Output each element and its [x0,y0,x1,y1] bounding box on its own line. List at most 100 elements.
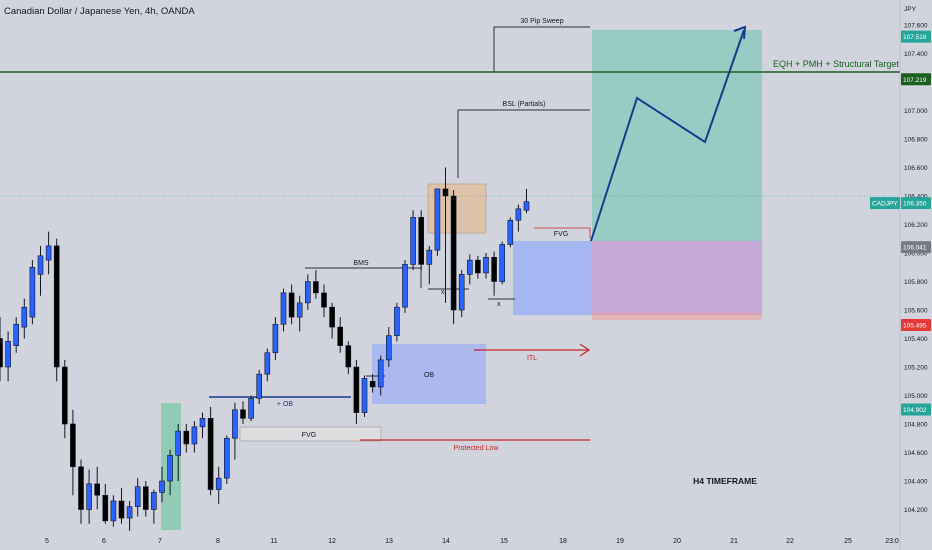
bull-candle [402,264,408,308]
time-tick-label: 14 [442,538,450,545]
bull-candle [361,378,368,413]
bull-candle [248,398,254,419]
bull-candle [86,483,92,510]
bull-candle [191,426,198,445]
bear-candle [94,483,100,496]
time-tick-label: 5 [45,538,49,545]
time-tick-label: 8 [216,538,220,545]
x1-label: x [441,289,445,296]
price-badge [870,197,900,210]
bear-candle [353,366,360,413]
bull-candle [134,486,141,507]
price-tick-label: 106.800 [904,137,928,144]
price-axis[interactable]: JPY 107.600107.400107.200107.000106.8001… [870,0,931,550]
price-tick-label: 105.000 [904,393,928,400]
bull-candle [483,256,489,274]
bull-candle [458,274,465,311]
ob-main-label: OB [424,372,434,379]
time-ticks: 5 6 7 8 11 12 13 14 15 18 19 20 21 22 25 23:0 [45,538,899,545]
bull-candle [499,244,506,282]
bear-candle [70,423,76,468]
time-tick-label: 15 [500,538,508,545]
bear-candle [475,259,481,274]
bear-candle [442,188,449,197]
bull-candle [434,188,441,251]
price-badge [901,197,931,210]
bull-candle [426,249,433,265]
currency-label: JPY [904,6,917,13]
time-tick-label: 19 [616,538,624,545]
bear-candle [329,306,335,328]
bull-candle [507,219,514,245]
bear-candle [118,500,125,519]
bull-candle [37,255,44,275]
time-tick-label: 20 [673,538,681,545]
price-tick-label: 105.400 [904,336,928,343]
projection-path [590,29,745,242]
bull-candle [377,359,384,388]
chart-title: Canadian Dollar / Japanese Yen, 4h, OAND… [4,6,195,17]
price-badge-label: 104.902 [903,407,927,414]
bull-candle [256,373,263,399]
price-badge-label: 106.350 [903,201,927,208]
bear-candle [491,256,497,282]
bear-candle [207,417,214,490]
bull-candle [110,500,117,522]
bull-candle [466,259,473,275]
price-tick-label: 106.000 [904,251,928,258]
bear-candle [337,326,344,346]
eqh-label: EQH + PMH + Structural Target [773,59,899,69]
price-tick-label: 106.200 [904,222,928,229]
time-tick-label: 11 [270,538,277,545]
bull-candle [126,506,133,519]
fvg-box-bottom [239,426,382,442]
price-badge [901,318,931,331]
bms-label: BMS [353,260,369,267]
ob-zone-upper [513,241,592,315]
itl-arrowhead [579,343,591,357]
bull-candle [523,201,530,211]
itl-label: ITL [527,355,537,362]
bull-candle [5,341,11,368]
bsl-label: BSL (Partials) [503,101,546,108]
time-axis[interactable]: 5 6 7 8 11 12 13 14 15 18 19 20 21 22 25 23:0 [45,538,899,545]
bear-candle [143,486,149,510]
bull-candle [29,266,36,318]
bsl-line [457,109,590,178]
bear-candle [345,345,352,368]
time-tick-label: 23:0 [885,538,899,545]
price-badge-label: 107.219 [903,77,927,84]
bear-candle [240,409,246,419]
bull-candle [280,292,287,325]
x2-label: x [497,301,501,308]
fvg-top-label: FVG [554,231,568,238]
bull-candle [199,417,206,428]
time-tick-label: 18 [559,538,567,545]
price-tick-label: 104.400 [904,479,928,486]
plus-ob-label: + OB [277,401,293,408]
stop-zone [592,241,762,315]
price-tick-label: 105.200 [904,365,928,372]
time-tick-label: 6 [102,538,106,545]
price-tick-label: 105.800 [904,279,928,286]
annotations-layer: Canadian Dollar / Japanese Yen, 4h, OAND… [4,6,899,486]
bull-candle [264,352,271,375]
candles-layer [0,167,530,531]
bull-candle [167,455,173,482]
bull-candle [394,306,400,336]
pip-sweep-line [493,26,590,72]
price-badge-label: 107.518 [903,34,927,41]
fvg-bottom-label: FVG [302,432,316,439]
bull-candle [13,323,19,346]
price-badge [901,241,931,254]
pip-sweep-label: 30 Pip Sweep [520,18,563,25]
bear-candle [0,338,3,368]
bull-candle [45,245,52,261]
time-tick-label: 12 [328,538,336,545]
bull-candle [515,208,522,221]
projection-layer [590,25,747,242]
time-tick-label: 21 [730,538,738,545]
bear-candle [102,494,109,522]
